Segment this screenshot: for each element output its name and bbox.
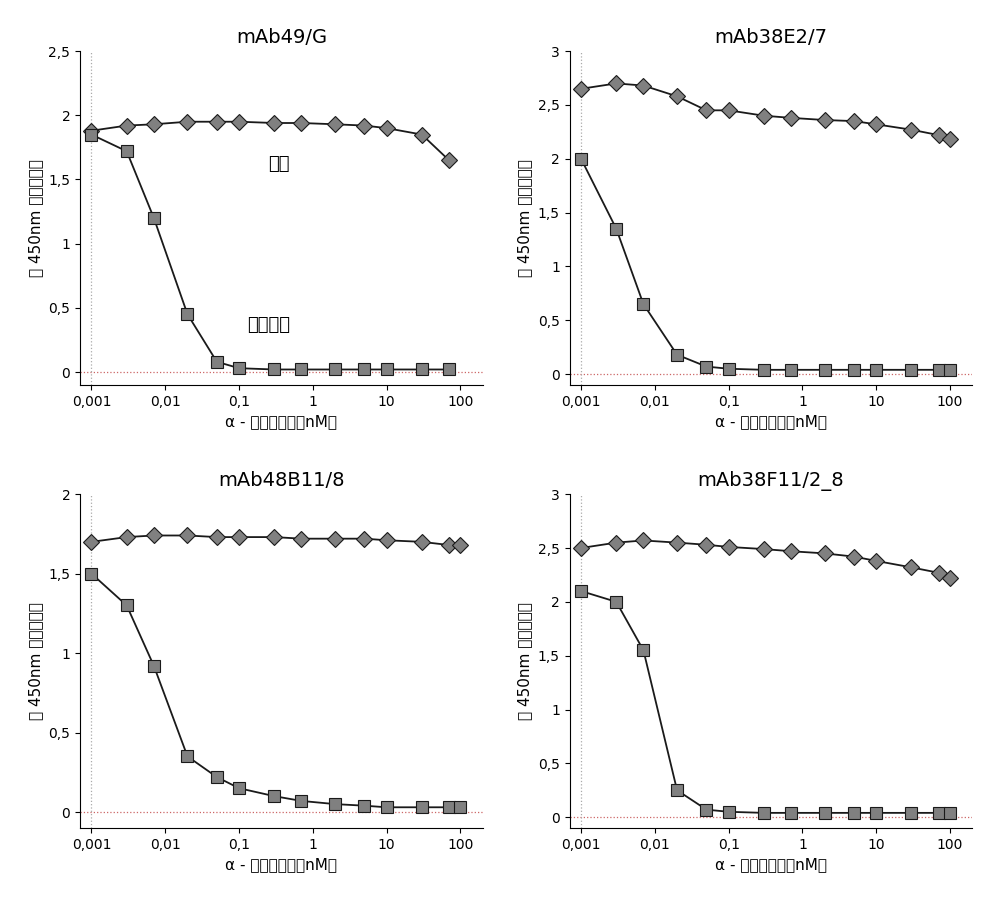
X-axis label: α - 突触核蛋白（nM）: α - 突触核蛋白（nM） [225,414,337,429]
Title: mAb48B11/8: mAb48B11/8 [218,471,345,490]
Y-axis label: 在 450nm 处的吸光率: 在 450nm 处的吸光率 [517,602,532,720]
Text: 单体: 单体 [268,155,290,173]
Title: mAb49/G: mAb49/G [236,28,327,47]
Title: mAb38F11/2_8: mAb38F11/2_8 [698,471,844,491]
Y-axis label: 在 450nm 处的吸光率: 在 450nm 处的吸光率 [517,159,532,277]
Title: mAb38E2/7: mAb38E2/7 [714,28,827,47]
X-axis label: α - 突触核蛋白（nM）: α - 突触核蛋白（nM） [715,857,827,872]
X-axis label: α - 突触核蛋白（nM）: α - 突触核蛋白（nM） [715,414,827,429]
Y-axis label: 在 450nm 处的吸光率: 在 450nm 处的吸光率 [28,159,43,277]
X-axis label: α - 突触核蛋白（nM）: α - 突触核蛋白（nM） [225,857,337,872]
Y-axis label: 在 450nm 处的吸光率: 在 450nm 处的吸光率 [28,602,43,720]
Text: 原细维维: 原细维维 [247,316,290,334]
